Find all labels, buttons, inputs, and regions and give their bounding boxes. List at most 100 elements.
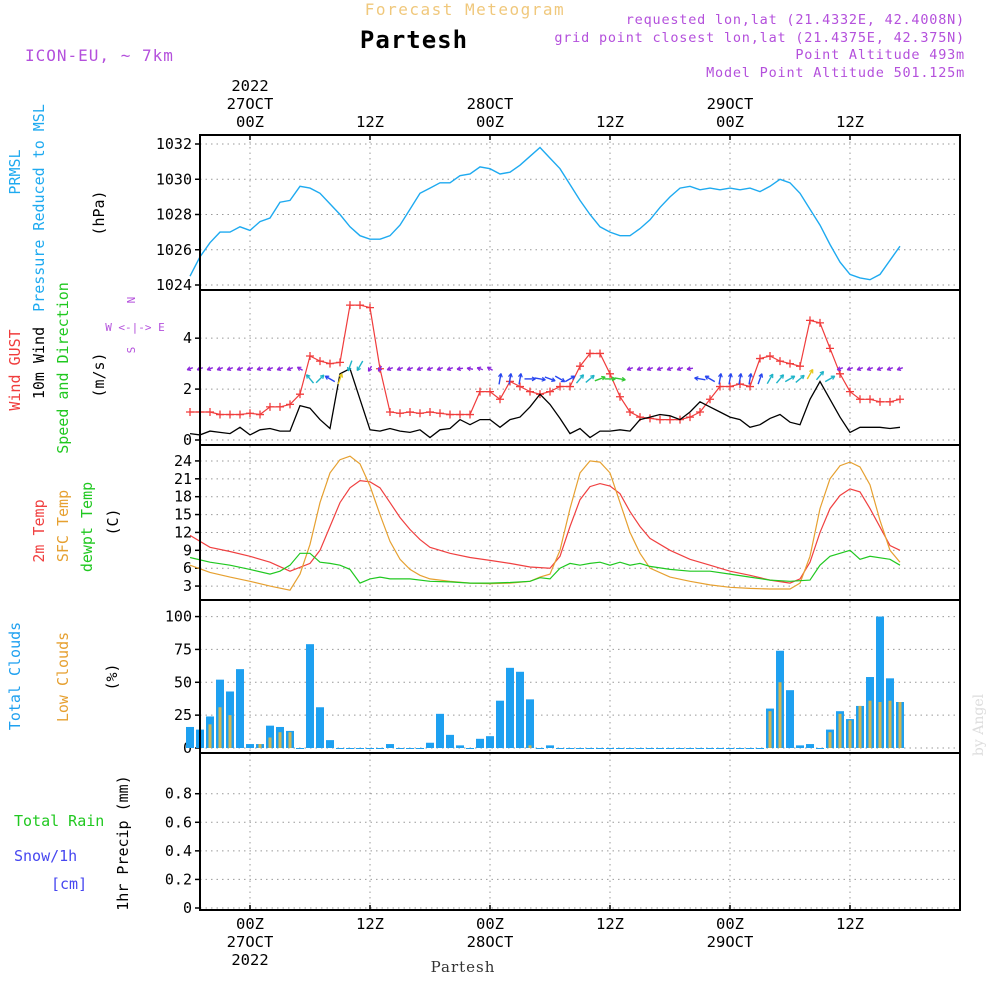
gust-marker xyxy=(716,382,724,391)
wind-arrow-head xyxy=(656,366,662,371)
low-cloud-bar xyxy=(828,732,832,748)
gust-marker xyxy=(516,382,524,391)
total-cloud-bar xyxy=(266,725,274,748)
pressure-unit: (hPa) xyxy=(90,190,108,235)
wind-direction-arrow xyxy=(766,373,774,385)
gust-marker xyxy=(726,382,734,391)
gust-marker xyxy=(206,408,214,416)
total-cloud-bar xyxy=(546,745,554,748)
low-cloud-bar xyxy=(258,744,262,748)
gust-marker xyxy=(686,413,694,422)
temp-unit: (C) xyxy=(104,508,122,535)
wind-arrow-head xyxy=(626,366,632,371)
wind-arrow-head xyxy=(809,368,814,374)
wind-arrow-head xyxy=(226,366,232,371)
gust-marker xyxy=(306,352,314,360)
clouds-low-label: Low Clouds xyxy=(54,632,72,722)
wind-direction-arrow xyxy=(518,373,522,385)
total-cloud-bar xyxy=(796,745,804,748)
gust-marker xyxy=(296,390,304,399)
gust-marker xyxy=(606,369,614,378)
wind-arrow-head xyxy=(456,366,462,372)
compass-s: S xyxy=(125,347,138,354)
bottom-axis-label: 28OCT xyxy=(467,933,514,951)
y-tick-label: 0.6 xyxy=(165,813,192,831)
gust-marker xyxy=(756,354,764,363)
wind-direction-arrow xyxy=(508,373,512,385)
bottom-location: Partesh xyxy=(431,958,496,976)
low-cloud-bar xyxy=(878,702,882,748)
y-tick-label: 0.8 xyxy=(165,785,192,803)
gust-marker xyxy=(626,408,634,416)
gust-marker xyxy=(426,408,434,416)
wind-arrow-head xyxy=(436,366,442,371)
temp-2m-label: 2m Temp xyxy=(30,499,48,562)
pressure-label-1: PRMSL xyxy=(6,149,24,194)
gust-marker xyxy=(186,408,194,416)
total-cloud-bar xyxy=(516,671,524,748)
wind-arrow-head xyxy=(758,373,764,378)
gust-marker xyxy=(746,382,754,391)
gust-marker xyxy=(326,359,334,368)
wind-arrow-head xyxy=(356,366,361,372)
wind-direction-arrow xyxy=(305,374,315,384)
wind-direction-arrow xyxy=(337,373,343,385)
total-cloud-bar xyxy=(876,616,884,748)
wind-arrow-head xyxy=(246,366,252,371)
wind-arrow-head xyxy=(800,374,805,380)
gust-marker xyxy=(286,400,294,409)
total-cloud-bar xyxy=(186,726,194,748)
gust-marker xyxy=(666,415,674,424)
wind-direction-arrow xyxy=(824,375,836,383)
bottom-axis-label: 12Z xyxy=(836,915,864,933)
wind-arrow-head xyxy=(727,373,733,378)
gust-marker xyxy=(476,387,484,396)
gust-marker xyxy=(806,316,814,325)
y-tick-label: 1028 xyxy=(156,206,192,224)
gust-marker xyxy=(276,402,284,411)
wind-arrow-head xyxy=(507,373,513,378)
y-tick-label: 6 xyxy=(183,559,192,577)
wind-arrow-head xyxy=(876,366,882,371)
total-cloud-bar xyxy=(786,690,794,748)
gust-marker xyxy=(656,415,664,424)
low-cloud-bar xyxy=(768,711,772,748)
y-tick-label: 0 xyxy=(183,431,192,449)
wind-arrow-head xyxy=(590,374,595,380)
bottom-axis-label: 00Z xyxy=(476,915,504,933)
wind-arrow-head xyxy=(497,373,503,378)
y-tick-label: 3 xyxy=(183,577,192,595)
wind-arrow-head xyxy=(601,375,606,381)
wind-arrow-head xyxy=(486,366,492,371)
wind-arrow-head xyxy=(836,366,842,371)
total-cloud-bar xyxy=(486,736,494,748)
compass-n: N xyxy=(125,297,138,304)
wind-arrow-head xyxy=(266,366,272,371)
y-tick-label: 15 xyxy=(174,506,192,524)
wind-arrow-head xyxy=(476,366,482,372)
precip-snow-unit: [cm] xyxy=(51,875,87,893)
y-tick-label: 100 xyxy=(165,608,192,626)
top-axis-label: 29OCT xyxy=(707,95,754,113)
wind-arrow-head xyxy=(790,375,796,380)
wind-arrow-head xyxy=(466,366,472,372)
wind-arrow-head xyxy=(570,375,576,380)
y-tick-label: 0.4 xyxy=(165,842,192,860)
total-cloud-bar xyxy=(496,700,504,748)
y-tick-label: 18 xyxy=(174,488,192,506)
watermark: by Angel xyxy=(971,693,987,756)
wind-arrow-head xyxy=(426,366,432,371)
wind-unit: (m/s) xyxy=(90,352,108,397)
wind-direction-arrow xyxy=(795,374,805,383)
wind-arrow-head xyxy=(666,366,672,371)
model-altitude: Model Point Altitude 501.125m xyxy=(706,65,965,81)
wind-direction-arrow xyxy=(554,375,566,383)
bottom-axis-label: 27OCT xyxy=(227,933,274,951)
total-cloud-bar xyxy=(316,707,324,748)
wind-direction-arrow xyxy=(544,376,556,382)
low-cloud-bar xyxy=(898,702,902,748)
y-tick-label: 50 xyxy=(174,673,192,691)
